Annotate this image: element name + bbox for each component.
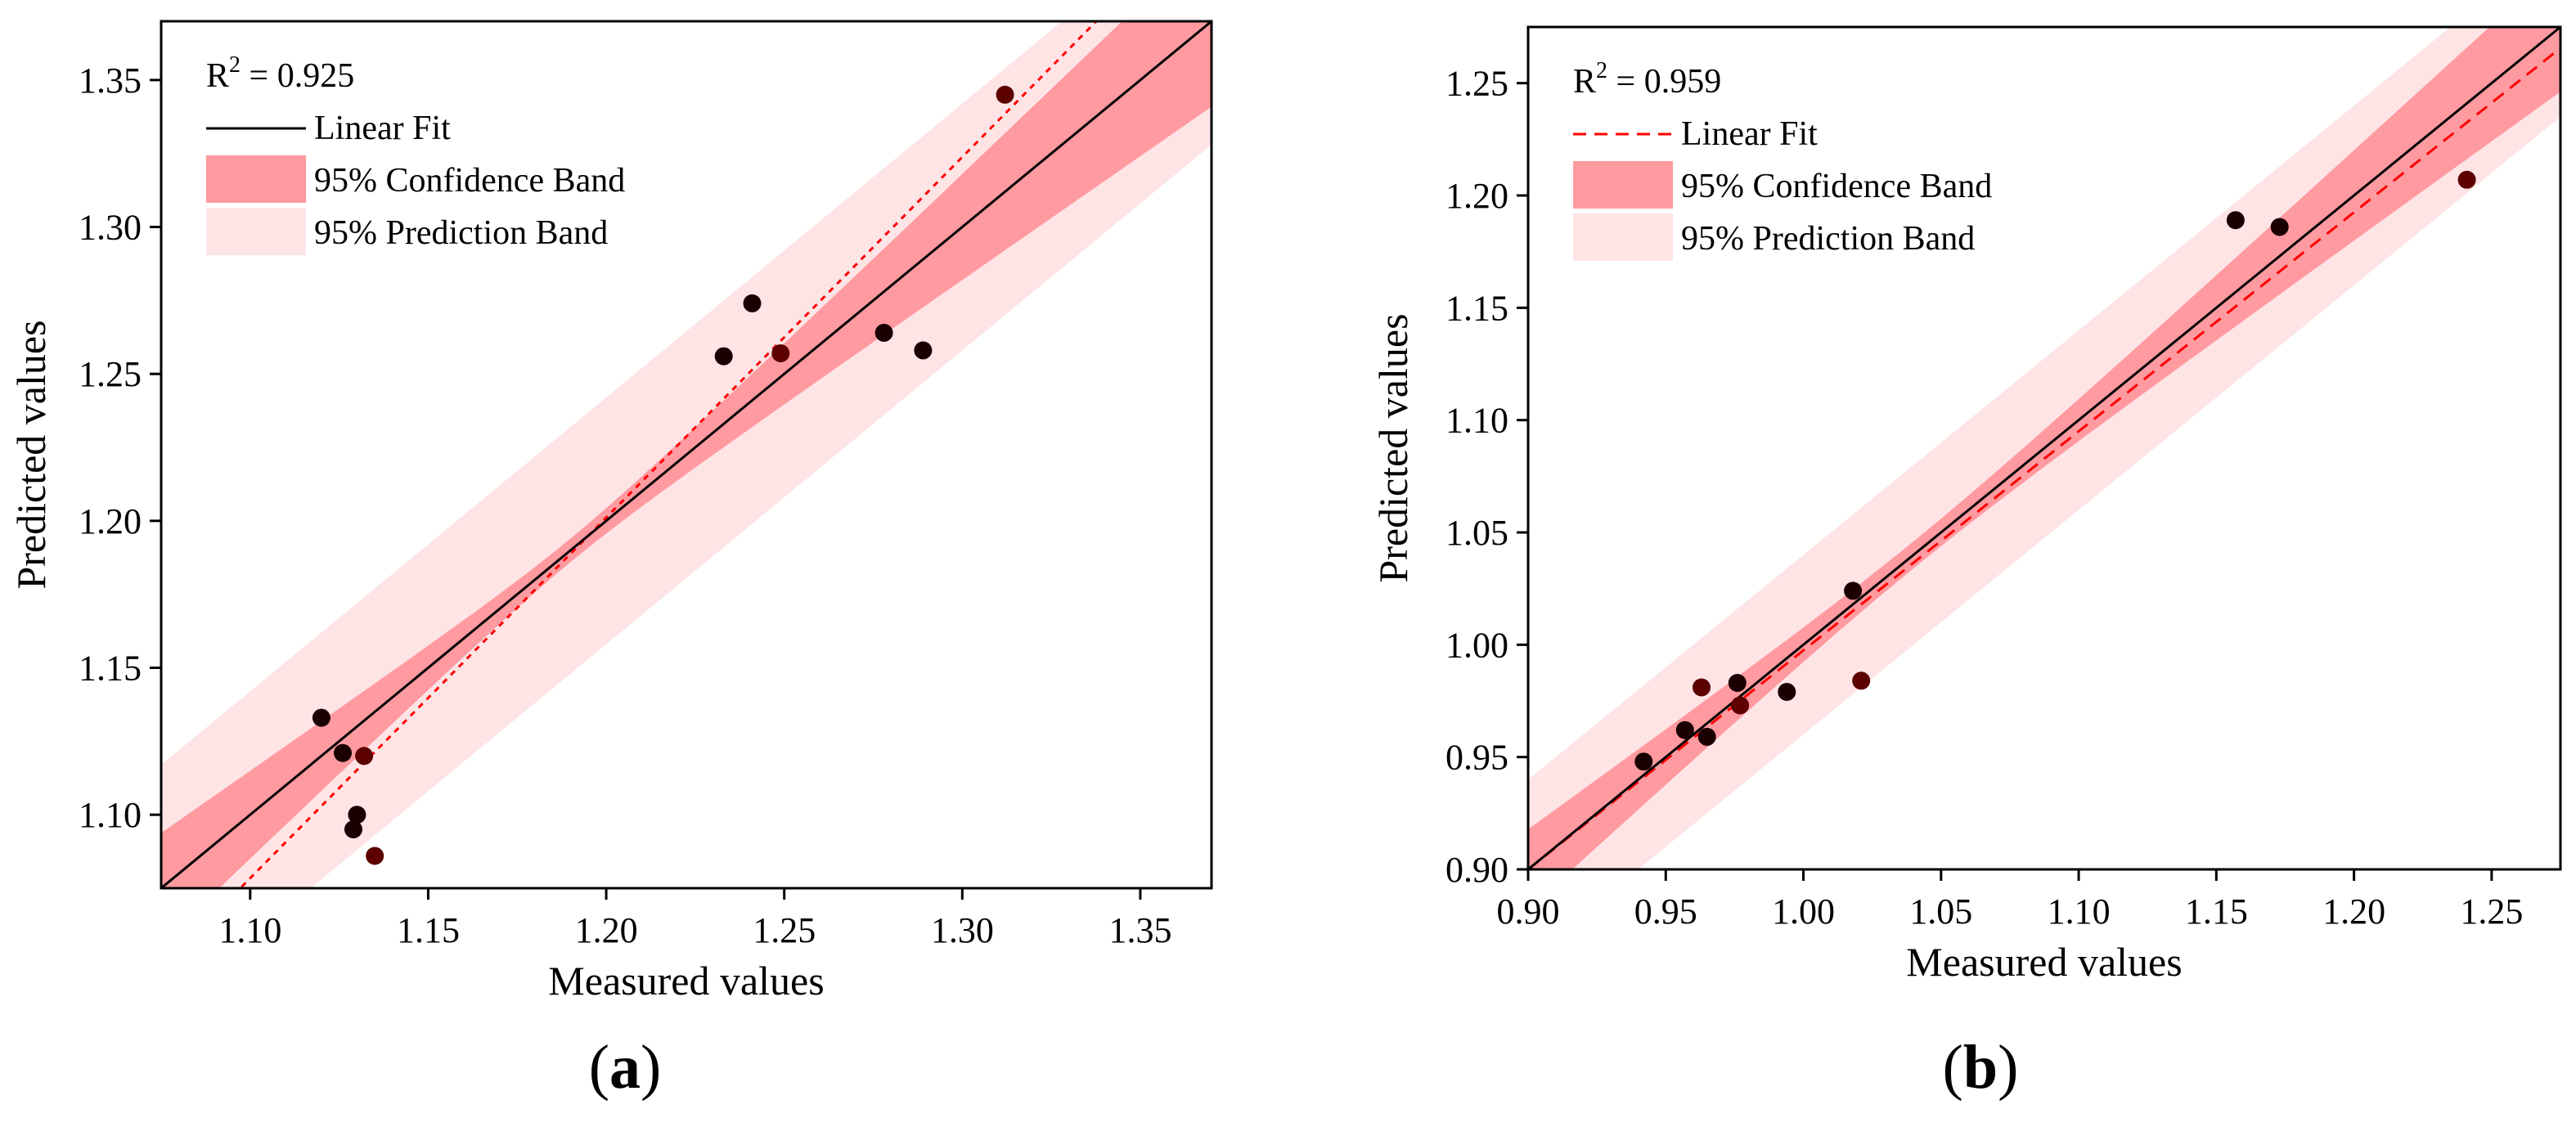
legend-swatch-band xyxy=(1573,161,1673,209)
plot-area xyxy=(161,21,1212,888)
data-point xyxy=(1731,696,1750,715)
legend-swatch-band xyxy=(1573,213,1673,261)
panel-label-close: ) xyxy=(1998,1033,2018,1102)
y-axis-title: Predicted values xyxy=(8,320,54,589)
y-tick-label: 0.90 xyxy=(1445,850,1508,890)
x-tick-label: 1.20 xyxy=(2322,891,2385,932)
chart-panel-a: 1.10 1.15 1.20 1.25 1.30 1.35 1.10 1.15 1.20 1.25… xyxy=(8,20,1213,1102)
legend-label: 95% Confidence Band xyxy=(314,162,625,200)
data-point xyxy=(1693,678,1711,697)
legend-label: Linear Fit xyxy=(314,110,451,147)
y-tick-label: 1.15 xyxy=(1445,288,1508,328)
r-squared-label: R2 = 0.925 xyxy=(206,52,354,95)
panel-label-letter: b xyxy=(1963,1033,1998,1102)
data-point xyxy=(1852,671,1871,690)
x-tick-label: 1.15 xyxy=(2185,891,2248,932)
data-point xyxy=(348,806,366,824)
data-point xyxy=(743,294,762,312)
y-tick-label: 1.30 xyxy=(79,208,142,248)
r-squared-label: R2 = 0.959 xyxy=(1573,58,1721,101)
legend-label: 95% Confidence Band xyxy=(1681,168,1992,205)
y-tick-label: 0.95 xyxy=(1445,738,1508,778)
r-squared-superscript: 2 xyxy=(229,52,241,78)
x-tick-label: 0.90 xyxy=(1497,891,1560,932)
panel-label-close: ) xyxy=(641,1033,661,1102)
data-point xyxy=(771,344,790,362)
y-tick-label: 1.35 xyxy=(79,61,142,101)
x-tick-label: 1.00 xyxy=(1772,891,1835,932)
data-point xyxy=(1778,683,1796,701)
data-point xyxy=(344,820,362,839)
x-tick-label: 1.05 xyxy=(1909,891,1972,932)
x-tick-label: 0.95 xyxy=(1634,891,1697,932)
y-tick-label: 1.20 xyxy=(79,501,142,541)
x-axis-title: Measured values xyxy=(548,958,824,1004)
x-tick-label: 1.10 xyxy=(218,910,281,950)
r-squared-value: = 0.925 xyxy=(241,57,354,95)
legend-label: 95% Prediction Band xyxy=(1681,220,1975,258)
x-tick-label: 1.35 xyxy=(1108,910,1171,950)
solid-fit-line xyxy=(161,21,1212,888)
r-squared-symbol: R xyxy=(1573,63,1596,101)
data-point xyxy=(366,846,384,865)
x-tick-label: 1.25 xyxy=(2460,891,2523,932)
y-tick-label: 1.05 xyxy=(1445,513,1508,553)
data-point xyxy=(1697,727,1716,746)
data-point xyxy=(1728,674,1747,692)
plot-area xyxy=(1528,27,2560,869)
legend-swatch-band xyxy=(206,208,306,255)
data-point xyxy=(1844,581,1863,600)
r-squared-superscript: 2 xyxy=(1596,58,1607,83)
x-axis-title: Measured values xyxy=(1906,939,2182,985)
y-tick-label: 1.10 xyxy=(1445,401,1508,441)
y-tick-label: 1.15 xyxy=(79,649,142,689)
panel-label-open: ( xyxy=(1943,1033,1963,1102)
y-tick-label: 1.10 xyxy=(79,795,142,835)
panel-label-letter: a xyxy=(609,1033,641,1102)
y-tick-label: 1.25 xyxy=(1445,64,1508,104)
x-tick-label: 1.10 xyxy=(2048,891,2111,932)
panel-label-open: ( xyxy=(589,1033,609,1102)
plot-frame xyxy=(160,20,1213,890)
panel-label: (a) xyxy=(589,1033,662,1102)
x-tick-label: 1.25 xyxy=(753,910,816,950)
x-tick-label: 1.30 xyxy=(931,910,994,950)
r-squared-value: = 0.959 xyxy=(1607,63,1721,101)
x-tick-label: 1.15 xyxy=(397,910,460,950)
data-point xyxy=(334,743,352,762)
data-point xyxy=(312,708,330,727)
dashed-fit-line xyxy=(238,21,1099,888)
data-point xyxy=(2270,218,2289,236)
legend-swatch-band xyxy=(206,155,306,203)
data-point xyxy=(2226,211,2245,230)
data-point xyxy=(1634,752,1653,771)
y-axis-title: Predicted values xyxy=(1370,313,1416,582)
data-point xyxy=(874,323,893,342)
plot-frame xyxy=(1526,25,2562,871)
panel-label: (b) xyxy=(1943,1033,2019,1102)
data-point xyxy=(2457,170,2476,189)
solid-fit-line xyxy=(1528,27,2560,869)
legend-label: Linear Fit xyxy=(1681,115,1818,153)
data-point xyxy=(714,347,733,366)
chart-panel-b: 0.90 0.95 1.00 1.05 1.10 1.15 1.20 1.25 0.90 0.95… xyxy=(1370,25,2562,1102)
data-point xyxy=(914,341,933,360)
y-tick-label: 1.20 xyxy=(1445,176,1508,216)
y-tick-label: 1.25 xyxy=(79,354,142,394)
legend-label: 95% Prediction Band xyxy=(314,214,608,252)
data-point xyxy=(355,747,374,766)
x-tick-label: 1.20 xyxy=(575,910,638,950)
data-point xyxy=(1675,721,1694,739)
r-squared-symbol: R xyxy=(206,57,229,95)
data-point xyxy=(996,85,1014,104)
y-tick-label: 1.00 xyxy=(1445,625,1508,665)
